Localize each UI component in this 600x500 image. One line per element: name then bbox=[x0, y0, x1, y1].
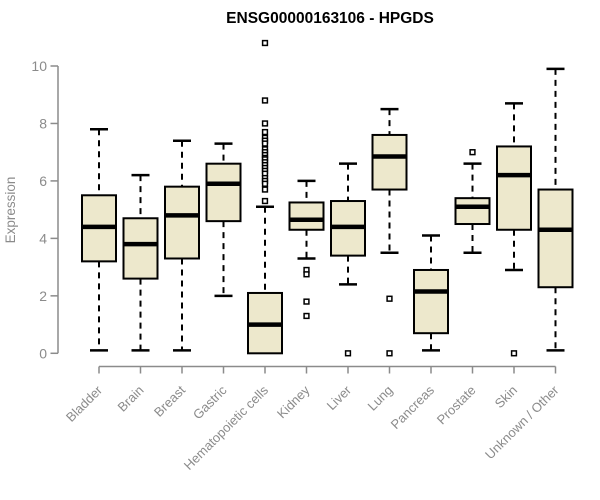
outlier-liver-0 bbox=[344, 350, 352, 357]
outlier-kidney-2 bbox=[303, 298, 310, 305]
y-tick-label-2: 2 bbox=[39, 288, 47, 304]
outlier-kidney-3 bbox=[303, 312, 310, 320]
chart-title: ENSG00000163106 - HPGDS bbox=[226, 10, 434, 27]
y-tick-label-6: 6 bbox=[39, 173, 47, 189]
box-pancreas bbox=[413, 268, 449, 335]
outlier-lung-1 bbox=[386, 350, 393, 357]
outlier-hematopoietic-cells-1 bbox=[261, 97, 269, 104]
x-label-lung: Lung bbox=[365, 383, 396, 414]
outlier-hematopoietic-cells-2 bbox=[261, 120, 269, 127]
outlier-hematopoietic-cells-19 bbox=[261, 180, 269, 187]
outlier-hematopoietic-cells-20 bbox=[261, 186, 269, 193]
box-skin bbox=[496, 145, 532, 231]
x-label-skin: Skin bbox=[492, 383, 520, 411]
y-axis-title: Expression bbox=[3, 177, 18, 244]
y-tick-label-10: 10 bbox=[31, 58, 47, 74]
x-label-breast: Breast bbox=[151, 382, 188, 419]
outlier-prostate-0 bbox=[469, 149, 476, 156]
outlier-hematopoietic-cells-21 bbox=[261, 197, 269, 205]
x-label-gastric: Gastric bbox=[190, 382, 230, 422]
plot-layer bbox=[81, 39, 574, 357]
box-unknown-other bbox=[537, 188, 574, 289]
y-tick-label-4: 4 bbox=[39, 230, 47, 246]
outlier-hematopoietic-cells-6 bbox=[261, 140, 269, 147]
x-label-pancreas: Pancreas bbox=[388, 382, 438, 432]
box-prostate bbox=[454, 197, 491, 226]
x-label-liver: Liver bbox=[324, 382, 355, 413]
outlier-hematopoietic-cells-3 bbox=[261, 128, 269, 136]
x-label-unknown-other: Unknown / Other bbox=[482, 382, 562, 462]
x-label-bladder: Bladder bbox=[63, 382, 106, 425]
box-lung bbox=[371, 133, 408, 191]
x-label-kidney: Kidney bbox=[274, 382, 313, 421]
outlier-lung-0 bbox=[386, 295, 393, 302]
box-kidney bbox=[288, 201, 325, 231]
outlier-hematopoietic-cells-0 bbox=[261, 39, 269, 47]
x-label-brain: Brain bbox=[115, 383, 147, 415]
y-tick-label-8: 8 bbox=[39, 115, 47, 131]
outlier-kidney-1 bbox=[303, 271, 310, 278]
x-label-prostate: Prostate bbox=[434, 383, 479, 428]
outlier-skin-0 bbox=[510, 350, 518, 357]
box-gastric bbox=[205, 162, 242, 223]
y-tick-label-0: 0 bbox=[39, 345, 47, 361]
box-brain bbox=[122, 217, 159, 280]
box-breast bbox=[164, 185, 200, 260]
